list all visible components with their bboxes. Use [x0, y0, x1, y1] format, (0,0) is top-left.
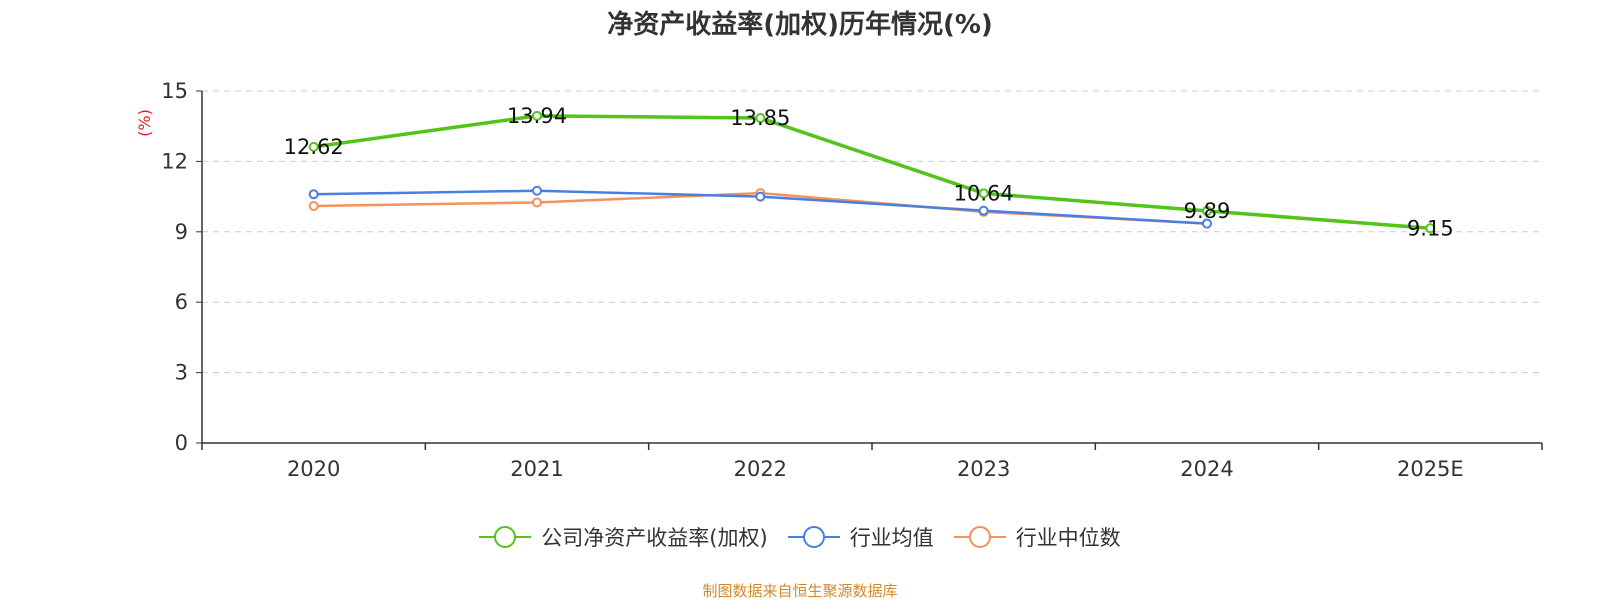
data-label: 12.62 [284, 135, 344, 159]
legend-item-industry-mean[interactable]: 行业均值 [787, 522, 934, 552]
data-point[interactable] [532, 197, 542, 208]
data-label: 10.64 [954, 181, 1014, 205]
x-tick-label: 2023 [957, 457, 1010, 481]
legend-label-industry-mean: 行业均值 [849, 526, 934, 550]
series-line-0 [313, 114, 1431, 231]
y-tick-label: 0 [175, 431, 188, 455]
legend-swatch-mean-icon [787, 526, 840, 548]
data-point[interactable] [978, 188, 989, 199]
legend-item-company-roe[interactable]: 公司净资产收益率(加权) [479, 522, 768, 552]
data-point[interactable] [308, 189, 319, 200]
data-point[interactable] [1202, 218, 1212, 229]
source-note: 制图数据来自恒生聚源数据库 [702, 582, 898, 600]
series-lines [308, 110, 1436, 234]
data-point[interactable] [755, 112, 766, 123]
data-label: 9.89 [1184, 199, 1231, 223]
data-point[interactable] [1425, 223, 1436, 234]
y-tick-label: 3 [175, 361, 188, 385]
data-label: 13.94 [507, 104, 567, 128]
data-point[interactable] [308, 200, 319, 211]
data-point[interactable] [532, 110, 542, 121]
data-point[interactable] [1202, 205, 1212, 216]
y-tick-label: 12 [161, 149, 188, 173]
legend-label-industry-median: 行业中位数 [1015, 526, 1121, 550]
legend-swatch-median-icon [953, 526, 1006, 548]
legend: 公司净资产收益率(加权) 行业均值 行业中位数 [0, 522, 1600, 552]
data-point[interactable] [978, 205, 989, 216]
legend-item-industry-median[interactable]: 行业中位数 [953, 522, 1121, 552]
y-tick-label: 15 [161, 79, 188, 103]
data-point[interactable] [308, 141, 319, 152]
y-tick-label: 6 [175, 290, 188, 314]
y-axis-label: (%) [135, 109, 154, 137]
data-point[interactable] [532, 185, 542, 196]
y-tick-label: 9 [175, 220, 188, 244]
x-tick-label: 2022 [734, 457, 787, 481]
x-tick-label: 2024 [1180, 457, 1233, 481]
data-label: 9.15 [1407, 216, 1454, 240]
axes: 0 3 6 9 12 15 (%) 2020 2021 2022 2023 2024 2025E [135, 79, 1543, 481]
x-tick-label: 2021 [510, 457, 563, 481]
x-tick-label: 2025E [1397, 457, 1464, 481]
x-tick-label: 2020 [287, 457, 340, 481]
chart-title: 净资产收益率(加权)历年情况(%) [607, 10, 993, 40]
legend-swatch-company-icon [479, 526, 532, 548]
data-point[interactable] [755, 191, 766, 202]
grid-lines [202, 90, 1542, 374]
data-labels: 12.62 13.94 13.85 10.64 9.89 9.15 [284, 104, 1454, 240]
data-label: 13.85 [730, 106, 790, 130]
legend-label-company-roe: 公司净资产收益率(加权) [541, 526, 768, 550]
